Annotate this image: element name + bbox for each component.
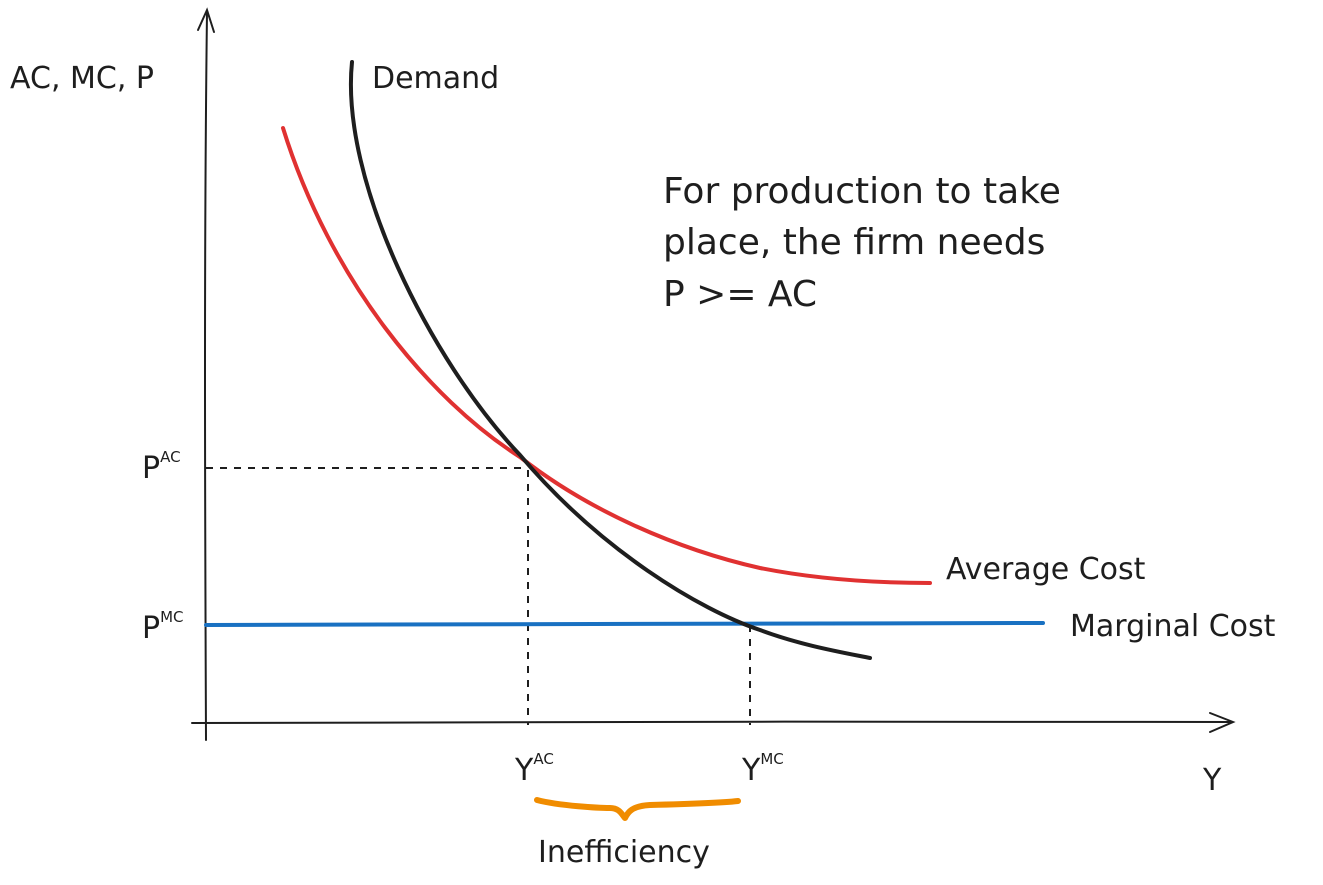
p-mc-base: P	[142, 611, 160, 646]
marginal-cost-label: Marginal Cost	[1070, 609, 1276, 644]
inefficiency-label: Inefficiency	[538, 835, 710, 870]
p-ac-tick-label: PAC	[142, 448, 181, 486]
p-ac-base: P	[142, 451, 160, 486]
guide-lines	[206, 467, 751, 725]
note-line-2: place, the firm needs	[663, 222, 1045, 263]
y-ac-sup: AC	[533, 750, 553, 768]
note-line-3: P >= AC	[663, 274, 817, 315]
average-cost-label: Average Cost	[946, 552, 1146, 587]
y-axis-label: AC, MC, P	[10, 61, 154, 96]
x-axis	[191, 712, 1236, 733]
y-axis	[197, 7, 215, 741]
y-mc-base: Y	[741, 753, 761, 788]
marginal-cost-line	[204, 621, 1045, 627]
y-mc-tick-label: YMC	[741, 750, 784, 788]
note-line-1: For production to take	[663, 171, 1061, 212]
y-mc-sup: MC	[760, 750, 783, 768]
x-axis-label: Y	[1202, 763, 1222, 798]
inefficiency-brace	[534, 797, 741, 821]
p-ac-sup: AC	[160, 448, 180, 466]
demand-label: Demand	[372, 61, 499, 96]
y-ac-base: Y	[514, 753, 534, 788]
y-ac-tick-label: YAC	[514, 750, 554, 788]
average-cost-curve	[281, 126, 932, 585]
p-mc-sup: MC	[160, 608, 183, 626]
p-mc-tick-label: PMC	[142, 608, 184, 646]
demand-curve	[348, 60, 872, 660]
